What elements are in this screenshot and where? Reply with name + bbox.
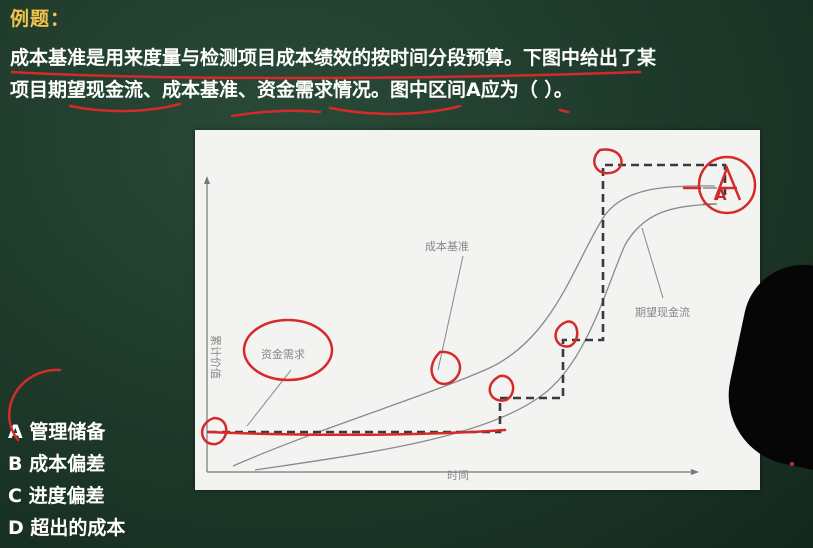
funding-pointer bbox=[246, 369, 292, 427]
expected-cash-flow-curve bbox=[254, 203, 716, 471]
question-text: 成本基准是用来度量与检测项目成本绩效的按时间分段预算。下图中给出了某 项目期望现… bbox=[10, 42, 810, 106]
x-axis-label: 时间 bbox=[447, 469, 469, 482]
option-d-letter: D bbox=[8, 517, 24, 539]
y-axis-label: 累计价值 bbox=[209, 335, 222, 379]
cost-baseline-label: 成本基准 bbox=[425, 239, 469, 253]
funding-requirement-steps bbox=[209, 163, 727, 434]
option-d-text: 超出的成本 bbox=[30, 517, 126, 539]
cost-baseline-curve bbox=[232, 185, 716, 467]
cost-baseline-figure: 累计价值 时间 成本基准 期望现金流 资金需求 A bbox=[195, 130, 760, 490]
answer-options: A 管理储备 B 成本偏差 C 进度偏差 D 超出的成本 bbox=[8, 416, 125, 544]
option-b-letter: B bbox=[8, 453, 23, 475]
question-line-1: 成本基准是用来度量与检测项目成本绩效的按时间分段预算。下图中给出了某 bbox=[10, 47, 657, 69]
option-a[interactable]: A 管理储备 bbox=[8, 416, 125, 448]
option-c-letter: C bbox=[8, 485, 22, 507]
laser-dot bbox=[790, 462, 794, 466]
question-line-2: 项目期望现金流、成本基准、资金需求情况。图中区间A应为（ ）。 bbox=[10, 79, 573, 101]
funding-requirement-label: 资金需求 bbox=[261, 347, 305, 361]
option-c-text: 进度偏差 bbox=[28, 485, 105, 507]
expected-cash-flow-label: 期望现金流 bbox=[635, 305, 690, 319]
x-axis-arrow bbox=[691, 469, 699, 475]
option-b[interactable]: B 成本偏差 bbox=[8, 448, 125, 480]
option-a-text: 管理储备 bbox=[29, 421, 106, 443]
cash-flow-pointer bbox=[641, 227, 664, 299]
heading: 例题： bbox=[10, 8, 71, 30]
option-a-letter: A bbox=[8, 421, 23, 443]
option-b-text: 成本偏差 bbox=[29, 453, 106, 475]
option-c[interactable]: C 进度偏差 bbox=[8, 480, 125, 512]
region-a-label: A bbox=[715, 186, 727, 204]
figure-svg: 累计价值 时间 成本基准 期望现金流 资金需求 A bbox=[204, 163, 727, 482]
cost-baseline-pointer bbox=[437, 255, 464, 371]
option-d[interactable]: D 超出的成本 bbox=[8, 512, 125, 544]
y-axis-arrow bbox=[204, 176, 210, 184]
